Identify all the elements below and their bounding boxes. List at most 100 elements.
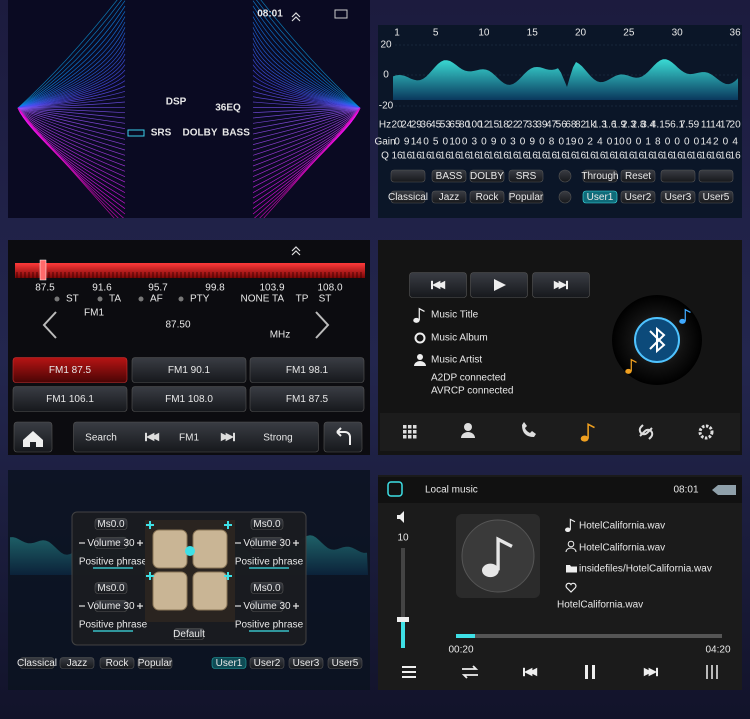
delay-button-bg bbox=[250, 582, 284, 594]
row-label: Hz bbox=[379, 120, 391, 131]
eq-preset-button[interactable]: User1 bbox=[582, 190, 618, 204]
fan-line bbox=[17, 37, 126, 109]
volume-button[interactable]: Volume 30 bbox=[87, 537, 135, 550]
q-value: 16 bbox=[556, 151, 568, 162]
eq-button-bg bbox=[469, 169, 505, 183]
search-bar-bg bbox=[73, 421, 319, 453]
info-button[interactable] bbox=[698, 169, 734, 183]
radio-preset[interactable]: FM1 90.1 bbox=[131, 357, 247, 383]
chevron-up bbox=[291, 246, 301, 256]
bt-prev-icon bbox=[432, 280, 446, 290]
volume-button[interactable]: Volume 30 bbox=[243, 537, 291, 550]
eq-preset-button-bg bbox=[99, 657, 135, 669]
radio-preset[interactable]: FM1 108.0 bbox=[131, 386, 247, 412]
eq-preset-button[interactable]: User5 bbox=[327, 657, 363, 670]
radio-preset[interactable]: FM1 106.1 bbox=[12, 386, 128, 412]
gain-value: 4 bbox=[597, 137, 603, 148]
eq-preset-button[interactable]: Classical bbox=[388, 190, 428, 204]
eq-preset-button[interactable]: User3 bbox=[660, 190, 696, 204]
next-track-bar bbox=[656, 667, 658, 677]
eq-preset-button-label: User5 bbox=[703, 192, 730, 203]
eq-preset-button[interactable]: Classical bbox=[17, 657, 57, 670]
radio-preset[interactable]: FM1 98.1 bbox=[249, 357, 365, 383]
eq-preset-button-label: User1 bbox=[216, 658, 243, 669]
eq-preset-button-bg bbox=[508, 190, 544, 204]
eq-button[interactable]: Reset bbox=[620, 169, 656, 183]
eq-preset-button[interactable]: Jazz bbox=[59, 657, 95, 670]
artist-icon bbox=[567, 540, 575, 548]
phase-label: Positive phrase bbox=[235, 557, 304, 568]
next-station bbox=[315, 311, 330, 339]
preset-logo-button[interactable] bbox=[390, 169, 426, 183]
search-bar[interactable] bbox=[73, 421, 319, 453]
eq-preset-button[interactable]: User5 bbox=[698, 190, 734, 204]
delay-button[interactable]: Ms0.0 bbox=[94, 582, 128, 595]
delay-button[interactable]: Ms0.0 bbox=[94, 518, 128, 531]
plus-button[interactable] bbox=[558, 169, 572, 183]
fan-line bbox=[17, 75, 126, 109]
file-path: insidefiles/HotelCalifornia.wav bbox=[579, 564, 712, 575]
eq-preset-button[interactable]: Popular bbox=[508, 190, 544, 204]
balance-button[interactable] bbox=[660, 169, 696, 183]
eq-preset-button[interactable]: Rock bbox=[469, 190, 505, 204]
fan-line bbox=[252, 32, 361, 109]
q-value: 16 bbox=[565, 151, 577, 162]
progress-track bbox=[456, 634, 722, 638]
eq-preset-button[interactable]: User2 bbox=[249, 657, 285, 670]
radio-preset[interactable]: FM1 87.5 bbox=[12, 357, 128, 383]
fan-line bbox=[252, 11, 361, 109]
fan-line bbox=[252, 106, 361, 109]
eq-preset-button-bg bbox=[249, 657, 285, 669]
gain-value: 9 bbox=[529, 137, 535, 148]
eq-button[interactable]: BASS bbox=[431, 169, 467, 183]
volume-button[interactable]: Volume 30 bbox=[243, 600, 291, 613]
q-value: 16 bbox=[691, 151, 703, 162]
gain-value: 4 bbox=[732, 137, 738, 148]
band-number: 5 bbox=[433, 28, 439, 39]
plus-icon bbox=[293, 603, 299, 609]
back-icon bbox=[336, 427, 351, 445]
minus-button[interactable] bbox=[558, 190, 572, 204]
radio-preset[interactable]: FM1 87.5 bbox=[249, 386, 365, 412]
eq-button[interactable]: SRS bbox=[508, 169, 544, 183]
indicator: AF bbox=[150, 294, 163, 305]
volume-button[interactable]: Volume 30 bbox=[87, 600, 135, 613]
fan-line bbox=[263, 107, 361, 218]
back-button[interactable] bbox=[323, 421, 363, 453]
fan-line bbox=[252, 64, 361, 109]
listener-point bbox=[185, 546, 195, 556]
delay-button[interactable]: Ms0.0 bbox=[250, 518, 284, 531]
fan-line bbox=[252, 43, 361, 109]
header-bar bbox=[378, 477, 742, 503]
fan-line bbox=[17, 96, 126, 109]
eq-preset-button[interactable]: Rock bbox=[99, 657, 135, 670]
fan-line bbox=[17, 64, 126, 109]
eq-preset-button[interactable]: Jazz bbox=[431, 190, 467, 204]
q-value: 16 bbox=[536, 151, 548, 162]
eq-button[interactable]: Through bbox=[581, 169, 619, 183]
eq-preset-button[interactable]: User2 bbox=[620, 190, 656, 204]
delay-button[interactable]: Ms0.0 bbox=[250, 582, 284, 595]
fan-line bbox=[252, 107, 361, 135]
eq-preset-button[interactable]: Popular bbox=[137, 657, 173, 670]
eq-preset-button[interactable]: User3 bbox=[288, 657, 324, 670]
eq-preset-button-label: Rock bbox=[106, 658, 130, 669]
hz-label: 100 bbox=[466, 120, 483, 131]
volume-track bbox=[401, 548, 405, 648]
delay-button-label: Ms0.0 bbox=[97, 519, 125, 530]
default-button[interactable]: Default bbox=[173, 628, 205, 641]
gain-value: 0 bbox=[684, 137, 690, 148]
eq-button[interactable]: DOLBY bbox=[469, 169, 505, 183]
eq-preset-button-label: Jazz bbox=[67, 658, 88, 669]
dialpad-icon bbox=[403, 430, 407, 434]
hz-label: 20 bbox=[730, 120, 742, 131]
gain-value: 3 bbox=[510, 137, 516, 148]
eq-preset-button-label: User3 bbox=[293, 658, 320, 669]
hz-label: 24 bbox=[401, 120, 413, 131]
q-value: 16 bbox=[401, 151, 413, 162]
fan-line bbox=[252, 107, 361, 151]
hz-label: 20 bbox=[391, 120, 403, 131]
fan-line bbox=[17, 107, 115, 218]
eq-preset-button[interactable]: User1 bbox=[211, 657, 247, 670]
eq-preset-button-bg bbox=[19, 657, 55, 669]
